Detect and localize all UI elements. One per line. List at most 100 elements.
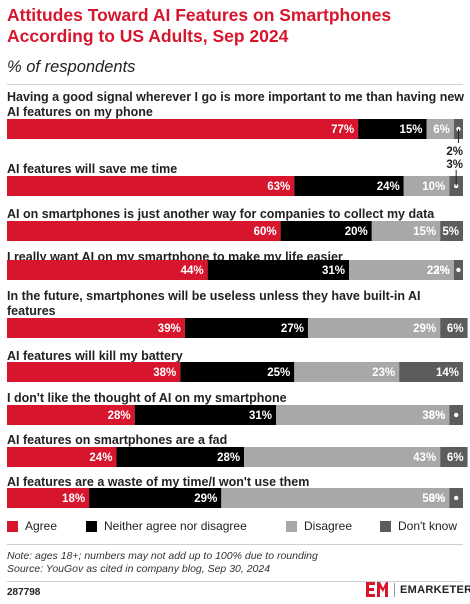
data-label: 38% (153, 367, 176, 379)
data-label: 6% (447, 452, 464, 464)
data-label: 6% (447, 323, 464, 335)
data-label: 39% (158, 323, 181, 335)
stacked-bar-chart: Having a good signal wherever I go is mo… (7, 90, 468, 508)
bar-segment-disagree (294, 362, 400, 382)
bottom-divider (7, 544, 463, 545)
bar-segment-neither (116, 447, 245, 467)
legend-label-agree: Agree (25, 519, 58, 533)
emarketer-logo-icon (366, 582, 388, 597)
bar-segment-neither (180, 362, 295, 382)
bar-segment-dont-know (440, 447, 468, 467)
bar-segment-neither (89, 488, 222, 508)
footer-divider (7, 581, 463, 582)
bar-segment-disagree (244, 447, 441, 467)
legend-swatch-neither (86, 520, 97, 532)
footnote-source: Source: YouGov as cited in company blog,… (7, 563, 271, 575)
chart-id: 287798 (7, 587, 41, 598)
data-label: 15% (413, 226, 436, 238)
bar-segment-disagree (426, 119, 454, 139)
bar-segment-neither (184, 318, 308, 338)
footnote-note: Note: ages 18+; numbers may not add up t… (7, 550, 318, 562)
data-label: 15% (399, 124, 422, 136)
category-label: AI on smartphones is just another way fo… (7, 207, 435, 221)
bar-segment-dont-know (399, 362, 463, 382)
bar-segment-neither (280, 221, 372, 241)
data-label: 5% (442, 226, 459, 238)
bar-segment-agree (7, 362, 181, 382)
callout-dot (453, 495, 459, 501)
legend-label-neither: Neither agree nor disagree (104, 519, 247, 533)
legend-label-dont-know: Don't know (398, 519, 457, 533)
legend-item-disagree: Disagree (286, 519, 352, 533)
bar-segment-agree (7, 447, 117, 467)
bar-segment-neither (294, 176, 404, 196)
bar-segment-agree (7, 488, 90, 508)
data-label: 20% (345, 226, 368, 238)
data-label: 23% (372, 367, 395, 379)
legend-label-disagree: Disagree (304, 519, 353, 533)
data-label: 60% (254, 226, 277, 238)
data-label: 38% (422, 410, 445, 422)
category-label: AI features will save me time (7, 162, 177, 176)
data-label: 44% (181, 265, 204, 277)
legend-swatch-dont-know (380, 520, 391, 532)
data-label: 63% (267, 181, 290, 193)
data-label: 24% (89, 452, 112, 464)
category-label: features (7, 304, 56, 318)
bar-segment-agree (7, 318, 185, 338)
legend-item-dont-know: Don't know (380, 519, 457, 533)
category-label: Having a good signal wherever I go is mo… (7, 90, 464, 104)
legend-swatch-agree (7, 520, 18, 532)
top-divider (7, 84, 463, 85)
bar-segment-neither (134, 405, 277, 425)
data-label: 24% (377, 181, 400, 193)
category-label: AI features will kill my battery (7, 349, 183, 363)
data-label: 29% (413, 323, 436, 335)
data-label: 27% (281, 323, 304, 335)
bar-segment-disagree (349, 260, 454, 280)
chart-subtitle: % of respondents (7, 58, 136, 76)
bar-segment-neither (207, 260, 349, 280)
chart-legend: Agree Neither agree nor disagree Disagre… (7, 519, 469, 535)
bar-segment-agree (7, 119, 359, 139)
footnote: Note: ages 18+; numbers may not add up t… (7, 550, 318, 576)
data-label: 2% (433, 265, 450, 277)
category-label: In the future, smartphones will be usele… (7, 289, 421, 303)
data-label: 3% (446, 159, 463, 171)
bar-segment-agree (7, 176, 295, 196)
brand-name: EMARKETER (400, 583, 470, 596)
data-label: 50% (422, 493, 445, 505)
bar-segment-disagree (371, 221, 441, 241)
callout-dot (453, 412, 459, 418)
bar-segment-disagree (221, 488, 450, 508)
bar-segment-dont-know (440, 318, 468, 338)
data-label: 10% (422, 181, 445, 193)
data-label: 31% (322, 265, 345, 277)
data-label: 3% (429, 493, 446, 505)
bar-segment-agree (7, 221, 281, 241)
callout-dot (456, 267, 461, 273)
legend-swatch-disagree (286, 520, 297, 532)
category-label: AI features on my phone (7, 105, 153, 119)
brand-separator (394, 582, 395, 597)
data-label: 14% (436, 367, 459, 379)
data-label: 6% (433, 124, 450, 136)
data-label: 25% (267, 367, 290, 379)
data-label: 43% (413, 452, 436, 464)
bar-segment-disagree (276, 405, 450, 425)
bar-segment-neither (358, 119, 427, 139)
data-label: 31% (249, 410, 272, 422)
data-label: 29% (194, 493, 217, 505)
data-label: 28% (108, 410, 131, 422)
bar-segment-disagree (307, 318, 441, 338)
legend-item-agree: Agree (7, 519, 57, 533)
data-label: 23% (427, 265, 450, 277)
category-label: AI features are a waste of my time/I won… (7, 475, 309, 489)
category-label: AI features on smartphones are a fad (7, 433, 227, 447)
data-label: 2% (446, 146, 463, 158)
bar-segment-disagree (403, 176, 450, 196)
chart-title: Attitudes Toward AI Features on Smartpho… (7, 5, 392, 46)
data-label: 3% (429, 410, 446, 422)
legend-item-neither: Neither agree nor disagree (86, 519, 247, 533)
data-label: 77% (331, 124, 354, 136)
